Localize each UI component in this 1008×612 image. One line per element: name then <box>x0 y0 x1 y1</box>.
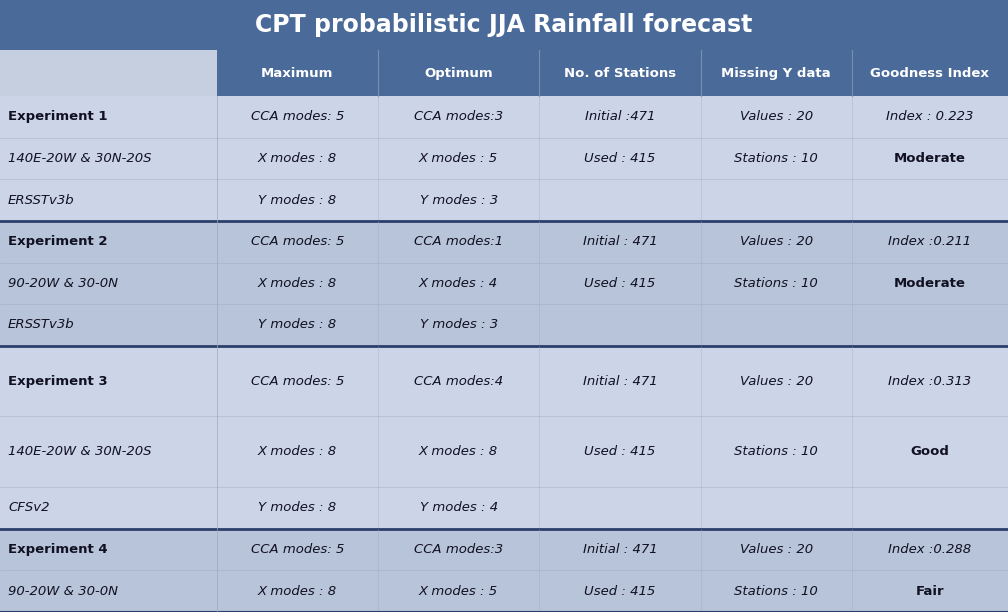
Text: Stations : 10: Stations : 10 <box>734 277 818 290</box>
Text: Index :0.313: Index :0.313 <box>888 375 972 387</box>
Text: Experiment 2: Experiment 2 <box>8 235 108 248</box>
Text: ERSSTv3b: ERSSTv3b <box>8 193 75 207</box>
Text: 140E-20W & 30N-20S: 140E-20W & 30N-20S <box>8 152 151 165</box>
Text: Index :0.211: Index :0.211 <box>888 235 972 248</box>
Text: Initial : 471: Initial : 471 <box>583 375 657 387</box>
Bar <box>0 50 217 96</box>
Text: 90-20W & 30-0N: 90-20W & 30-0N <box>8 277 118 290</box>
Text: Y modes : 8: Y modes : 8 <box>258 501 337 515</box>
Text: Experiment 3: Experiment 3 <box>8 375 108 387</box>
Text: X modes : 8: X modes : 8 <box>258 277 337 290</box>
Text: Goodness Index: Goodness Index <box>871 67 989 80</box>
Text: Y modes : 4: Y modes : 4 <box>419 501 498 515</box>
Text: Moderate: Moderate <box>894 277 966 290</box>
Bar <box>0 0 1008 50</box>
Text: 140E-20W & 30N-20S: 140E-20W & 30N-20S <box>8 446 151 458</box>
Bar <box>0 346 1008 416</box>
Bar <box>378 50 539 96</box>
Text: CCA modes: 5: CCA modes: 5 <box>251 235 344 248</box>
Text: Initial : 471: Initial : 471 <box>583 235 657 248</box>
Text: X modes : 8: X modes : 8 <box>258 152 337 165</box>
Text: 90-20W & 30-0N: 90-20W & 30-0N <box>8 584 118 598</box>
Bar <box>217 50 378 96</box>
Text: Good: Good <box>910 446 950 458</box>
Text: CCA modes:1: CCA modes:1 <box>414 235 503 248</box>
Text: X modes : 8: X modes : 8 <box>258 446 337 458</box>
Text: Moderate: Moderate <box>894 152 966 165</box>
Text: Experiment 1: Experiment 1 <box>8 110 108 124</box>
Bar <box>0 416 1008 487</box>
Bar <box>852 50 1008 96</box>
Text: CPT probabilistic JJA Rainfall forecast: CPT probabilistic JJA Rainfall forecast <box>255 13 753 37</box>
Text: CCA modes:3: CCA modes:3 <box>414 110 503 124</box>
Text: Index :0.288: Index :0.288 <box>888 543 972 556</box>
Text: Used : 415: Used : 415 <box>585 277 655 290</box>
Text: CCA modes: 5: CCA modes: 5 <box>251 110 344 124</box>
Text: Stations : 10: Stations : 10 <box>734 152 818 165</box>
Text: Stations : 10: Stations : 10 <box>734 584 818 598</box>
Text: Used : 415: Used : 415 <box>585 152 655 165</box>
Bar <box>0 221 1008 263</box>
Text: Values : 20: Values : 20 <box>740 110 812 124</box>
Text: No. of Stations: No. of Stations <box>563 67 676 80</box>
Text: Maximum: Maximum <box>261 67 334 80</box>
Bar <box>0 179 1008 221</box>
Text: Values : 20: Values : 20 <box>740 375 812 387</box>
Text: ERSSTv3b: ERSSTv3b <box>8 318 75 332</box>
Text: X modes : 8: X modes : 8 <box>419 446 498 458</box>
Bar <box>0 263 1008 304</box>
Text: Y modes : 8: Y modes : 8 <box>258 318 337 332</box>
Text: Optimum: Optimum <box>424 67 493 80</box>
Text: CCA modes:4: CCA modes:4 <box>414 375 503 387</box>
Bar <box>0 570 1008 612</box>
Text: Used : 415: Used : 415 <box>585 446 655 458</box>
Text: Values : 20: Values : 20 <box>740 235 812 248</box>
Bar <box>0 304 1008 346</box>
Text: CCA modes: 5: CCA modes: 5 <box>251 543 344 556</box>
Text: Values : 20: Values : 20 <box>740 543 812 556</box>
Bar <box>0 529 1008 570</box>
Text: Stations : 10: Stations : 10 <box>734 446 818 458</box>
Text: X modes : 8: X modes : 8 <box>258 584 337 598</box>
Text: X modes : 5: X modes : 5 <box>419 584 498 598</box>
Bar <box>0 138 1008 179</box>
Text: Index : 0.223: Index : 0.223 <box>886 110 974 124</box>
Text: Used : 415: Used : 415 <box>585 584 655 598</box>
Text: Y modes : 3: Y modes : 3 <box>419 193 498 207</box>
Bar <box>0 487 1008 529</box>
Text: Initial :471: Initial :471 <box>585 110 655 124</box>
Bar <box>701 50 852 96</box>
Text: Experiment 4: Experiment 4 <box>8 543 108 556</box>
Bar <box>539 50 701 96</box>
Text: Initial : 471: Initial : 471 <box>583 543 657 556</box>
Text: Fair: Fair <box>915 584 944 598</box>
Text: CCA modes: 5: CCA modes: 5 <box>251 375 344 387</box>
Text: CCA modes:3: CCA modes:3 <box>414 543 503 556</box>
Bar <box>0 96 1008 138</box>
Text: CFSv2: CFSv2 <box>8 501 49 515</box>
Text: Missing Y data: Missing Y data <box>722 67 831 80</box>
Text: Y modes : 8: Y modes : 8 <box>258 193 337 207</box>
Text: X modes : 4: X modes : 4 <box>419 277 498 290</box>
Text: Y modes : 3: Y modes : 3 <box>419 318 498 332</box>
Text: X modes : 5: X modes : 5 <box>419 152 498 165</box>
